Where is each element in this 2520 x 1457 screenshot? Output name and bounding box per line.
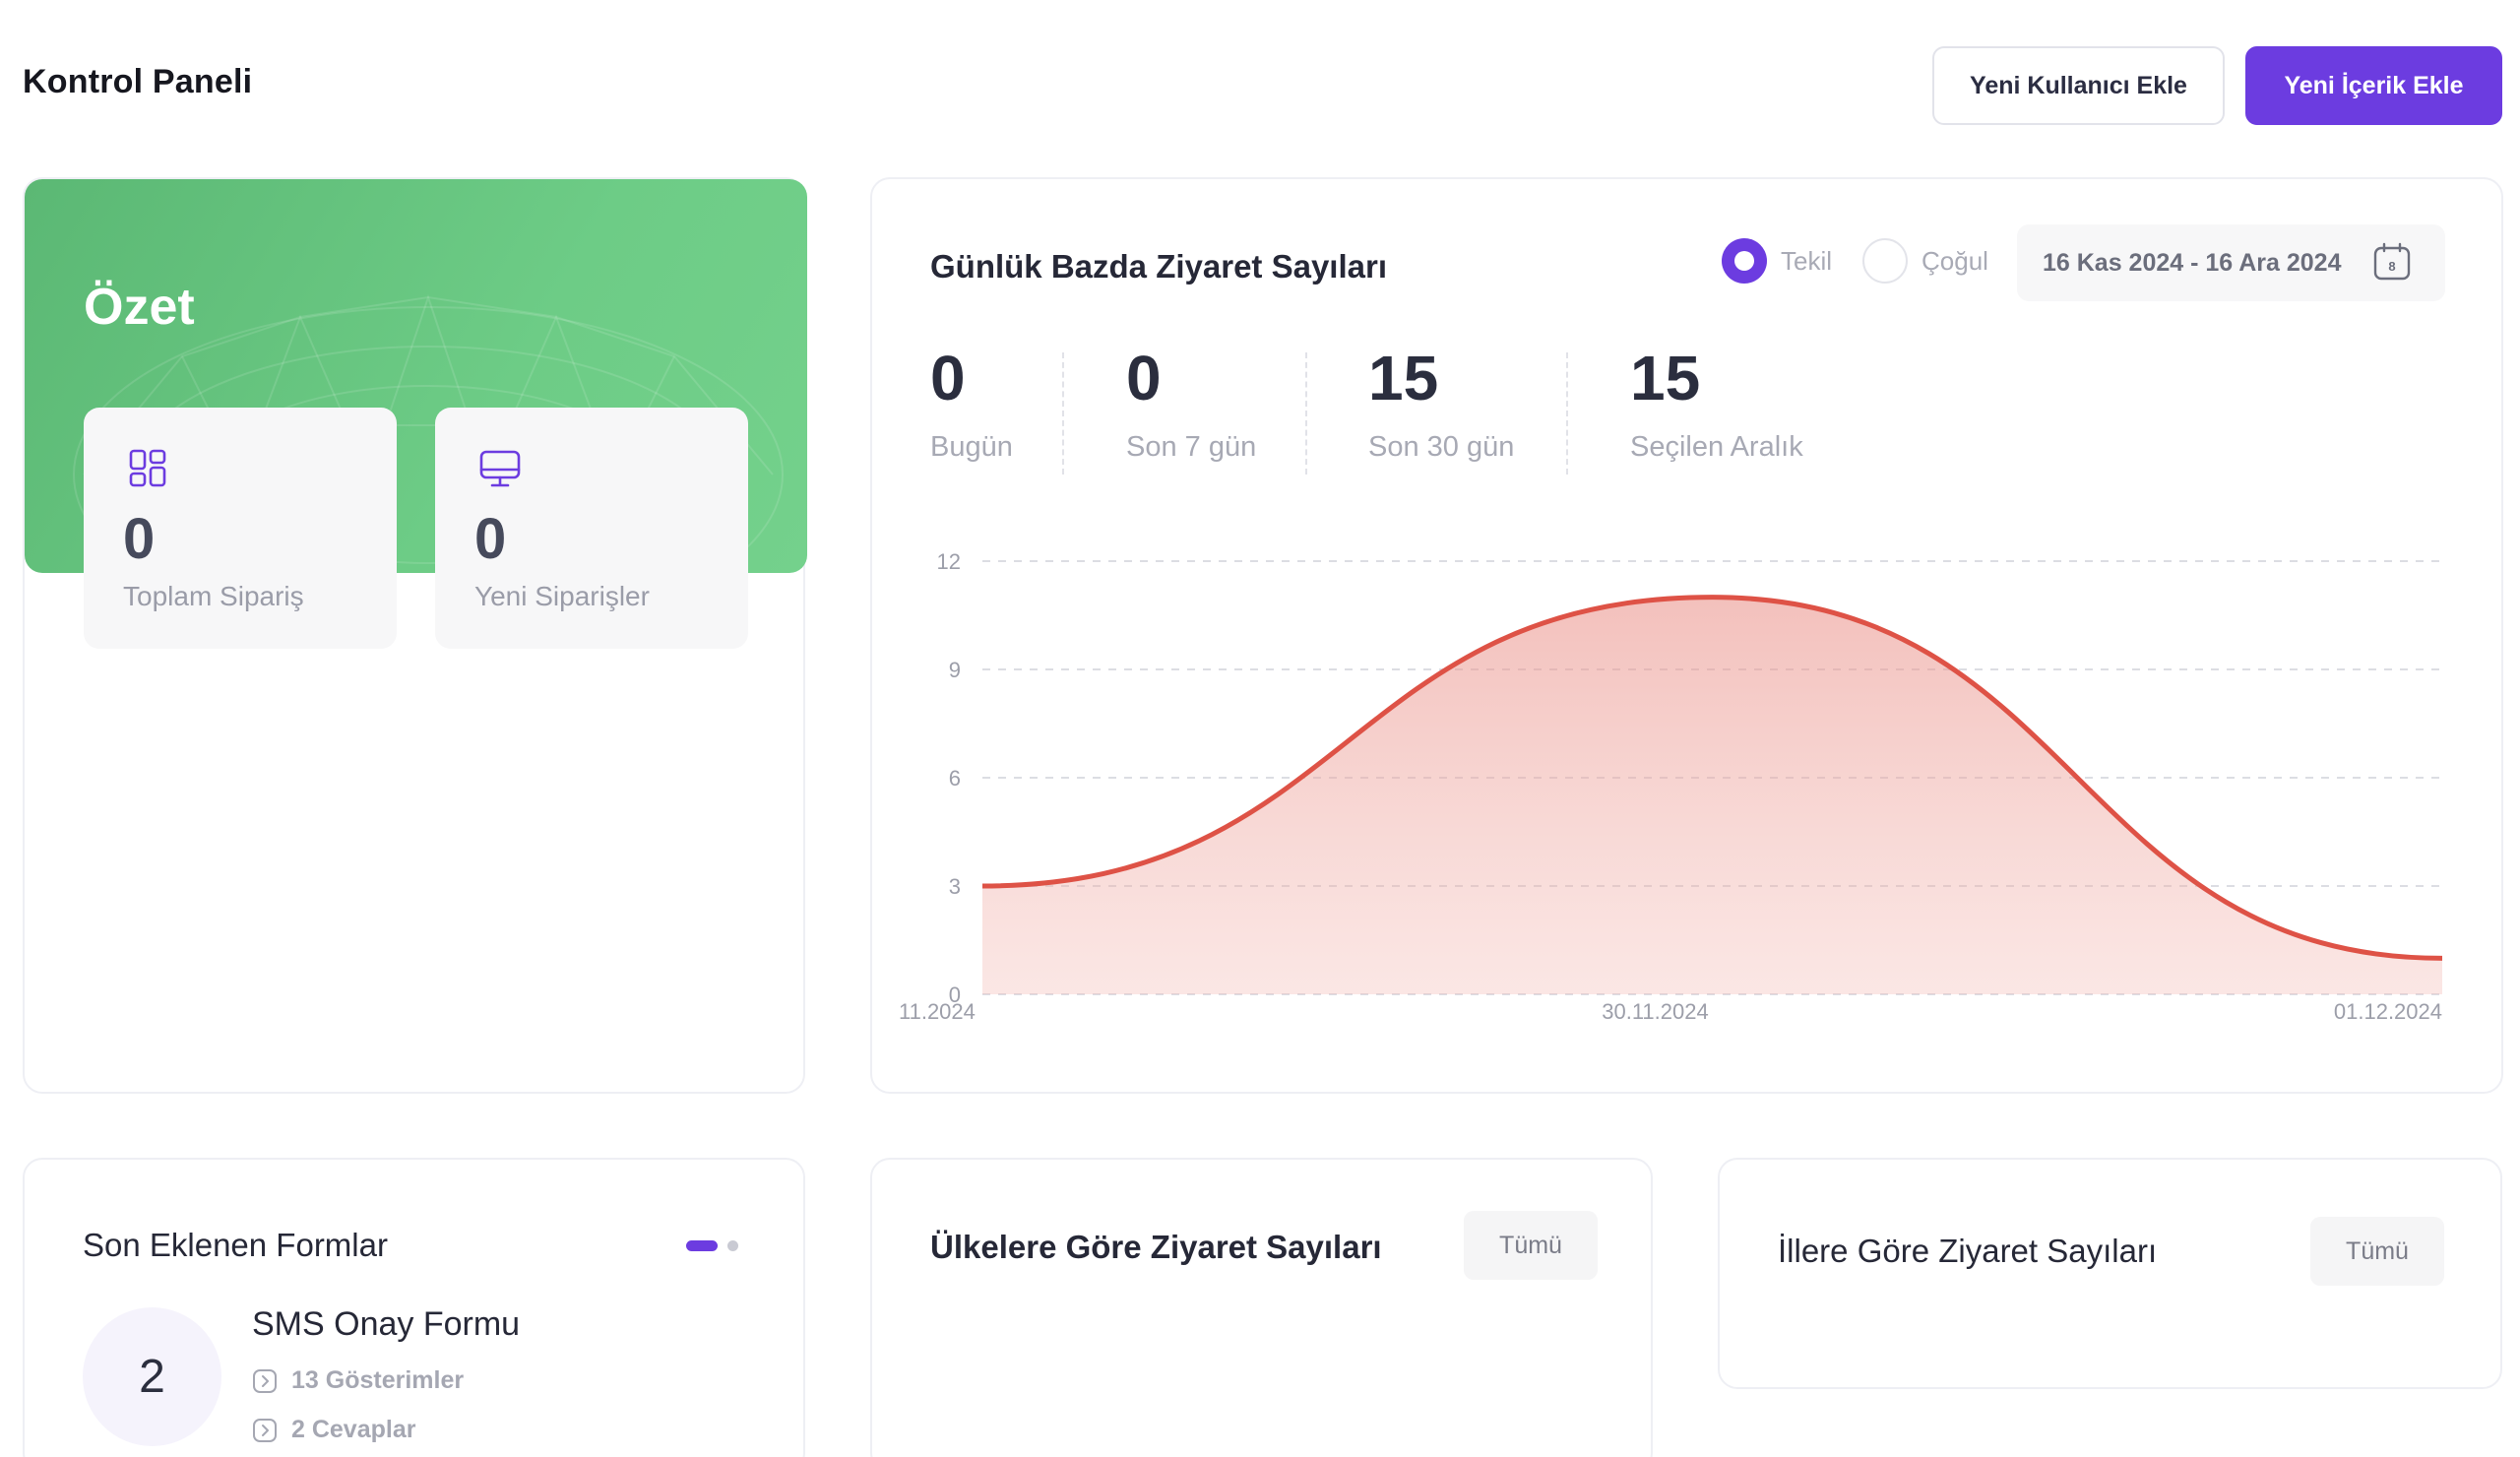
form-name[interactable]: SMS Onay Formu — [252, 1305, 521, 1343]
city-all-button[interactable]: Tümü — [2310, 1217, 2444, 1286]
total-orders-tile: 0 Toplam Sipariş — [84, 408, 397, 649]
x-tick-label: 01.12.2024 — [2334, 999, 2442, 1024]
pager-dot-active[interactable] — [686, 1240, 718, 1251]
new-orders-tile: 0 Yeni Siparişler — [435, 408, 748, 649]
kpi-last-7-label: Son 7 gün — [1126, 431, 1257, 463]
city-visits-title: İllere Göre Ziyaret Sayıları — [1778, 1233, 2158, 1269]
recent-forms-title: Son Eklenen Formlar — [83, 1227, 388, 1263]
y-tick-label: 6 — [949, 766, 961, 791]
form-views-text: 13 Gösterimler — [291, 1366, 465, 1394]
form-answers: 2 Cevaplar — [252, 1416, 415, 1444]
country-all-button[interactable]: Tümü — [1464, 1211, 1598, 1280]
form-count-avatar: 2 — [83, 1307, 221, 1446]
radio-multiple[interactable]: Çoğul — [1862, 238, 1988, 284]
svg-text:8: 8 — [2388, 259, 2395, 274]
radio-single-label: Tekil — [1781, 245, 1833, 276]
pager-dot[interactable] — [727, 1240, 738, 1251]
chevron-right-box-icon — [253, 1368, 277, 1393]
kpi-selected-range-value: 15 — [1630, 343, 1701, 413]
radio-selected-icon — [1722, 238, 1767, 284]
radio-unselected-icon — [1862, 238, 1908, 284]
y-tick-label: 0 — [949, 982, 961, 1007]
kpi-divider — [1305, 352, 1307, 475]
form-answers-text: 2 Cevaplar — [291, 1416, 416, 1443]
kpi-last-7-value: 0 — [1126, 343, 1162, 413]
summary-card: Özet 0 Toplam Sipariş 0 Yeni Siparişler — [23, 177, 807, 1094]
total-orders-label: Toplam Sipariş — [123, 581, 304, 611]
date-range-picker[interactable]: 16 Kas 2024 - 16 Ara 2024 8 — [2017, 224, 2445, 301]
kpi-last-30-label: Son 30 gün — [1368, 431, 1515, 463]
chevron-right-box-icon — [253, 1418, 277, 1442]
kpi-last-7: 0 Son 7 gün — [1126, 347, 1256, 464]
daily-visits-card: Günlük Bazda Ziyaret Sayıları Tekil Çoğu… — [870, 177, 2503, 1094]
area-fill — [982, 597, 2442, 994]
calendar-icon: 8 — [2373, 242, 2411, 281]
visits-area-chart: 0 3 6 9 12 11.2024 30.11.2024 01.12.2024 — [899, 549, 2443, 1024]
kpi-today-label: Bugün — [930, 431, 1013, 463]
radio-multiple-label: Çoğul — [1922, 245, 1988, 276]
y-tick-label: 12 — [937, 549, 961, 574]
kpi-selected-range-label: Seçilen Aralık — [1630, 431, 1803, 463]
kpi-today-value: 0 — [930, 343, 966, 413]
y-tick-label: 3 — [949, 874, 961, 899]
summary-title: Özet — [84, 279, 195, 336]
kpi-divider — [1566, 352, 1568, 475]
date-range-text: 16 Kas 2024 - 16 Ara 2024 — [2043, 248, 2342, 277]
kpi-today: 0 Bugün — [930, 347, 1013, 464]
monitor-icon — [479, 450, 521, 487]
city-visits-card: İllere Göre Ziyaret Sayıları Tümü — [1718, 1158, 2502, 1389]
page-title: Kontrol Paneli — [23, 63, 253, 100]
carousel-pager[interactable] — [686, 1240, 738, 1251]
daily-visits-title: Günlük Bazda Ziyaret Sayıları — [930, 248, 1387, 285]
form-views: 13 Gösterimler — [252, 1366, 464, 1395]
x-tick-label: 11.2024 — [899, 999, 976, 1024]
add-user-button[interactable]: Yeni Kullanıcı Ekle — [1932, 46, 2225, 125]
kpi-last-30: 15 Son 30 gün — [1368, 347, 1514, 464]
kpi-divider — [1062, 352, 1064, 475]
total-orders-value: 0 — [123, 507, 156, 571]
recent-forms-card: Son Eklenen Formlar 2 SMS Onay Formu 13 … — [23, 1158, 805, 1457]
series-line — [981, 595, 2443, 961]
new-orders-value: 0 — [474, 507, 507, 571]
add-content-button[interactable]: Yeni İçerik Ekle — [2245, 46, 2502, 125]
new-orders-label: Yeni Siparişler — [474, 581, 650, 611]
kpi-selected-range: 15 Seçilen Aralık — [1630, 347, 1803, 464]
country-visits-title: Ülkelere Göre Ziyaret Sayıları — [930, 1229, 1382, 1265]
radio-single[interactable]: Tekil — [1722, 238, 1832, 284]
grid-icon — [129, 449, 166, 487]
x-tick-label: 30.11.2024 — [1602, 999, 1708, 1024]
kpi-last-30-value: 15 — [1368, 343, 1439, 413]
country-visits-card: Ülkelere Göre Ziyaret Sayıları Tümü — [870, 1158, 1653, 1457]
y-tick-label: 9 — [949, 658, 961, 682]
